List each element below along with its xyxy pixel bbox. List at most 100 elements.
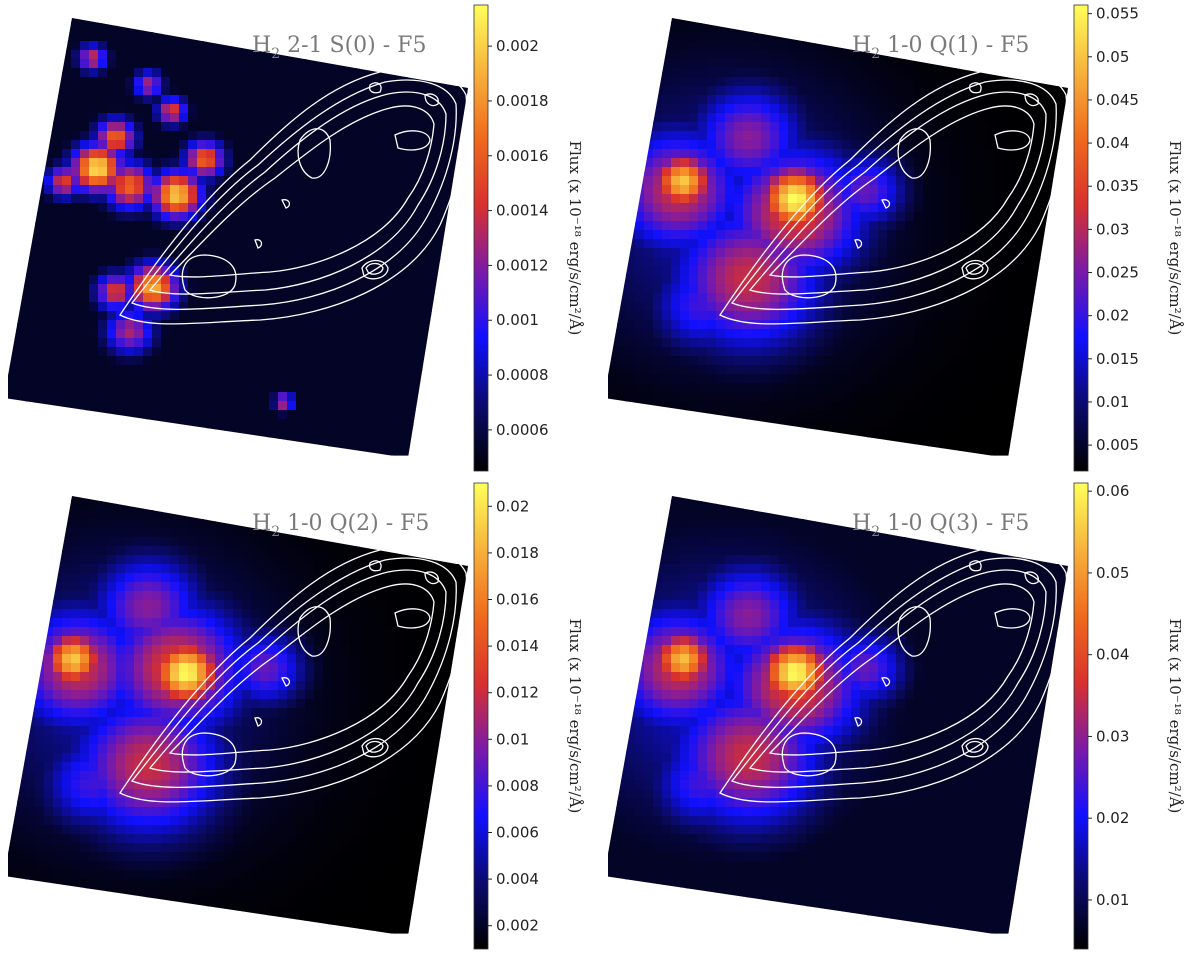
heatmap-cell [815, 248, 825, 258]
heatmap-cell [341, 77, 351, 87]
heatmap-cell [107, 338, 117, 348]
heatmap-cell [377, 374, 387, 384]
heatmap-cell [71, 266, 81, 276]
heatmap-cell [17, 221, 27, 231]
heatmap-cell [377, 131, 387, 141]
heatmap-cell [35, 284, 45, 294]
heatmap-cell [359, 59, 369, 69]
heatmap-cell [413, 437, 423, 447]
heatmap-cell [242, 437, 252, 447]
heatmap-cell [89, 194, 99, 204]
heatmap-cell [644, 32, 654, 42]
heatmap-cell [878, 23, 888, 33]
heatmap-cell [743, 185, 753, 195]
heatmap-cell [734, 230, 744, 240]
heatmap-cell [98, 347, 108, 357]
heatmap-cell [197, 230, 207, 240]
heatmap-cell [734, 239, 744, 249]
heatmap-cell [449, 86, 459, 96]
heatmap-cell [215, 374, 225, 384]
heatmap-cell [269, 95, 279, 105]
heatmap-cell [833, 32, 843, 42]
heatmap-cell [404, 275, 414, 285]
heatmap-cell [1004, 95, 1014, 105]
heatmap-cell [440, 275, 450, 285]
heatmap-cell [134, 203, 144, 213]
heatmap-cell [878, 338, 888, 348]
heatmap-cell [62, 77, 72, 87]
heatmap-cell [440, 329, 450, 339]
heatmap-cell [134, 374, 144, 384]
heatmap-cell [923, 338, 933, 348]
heatmap-cell [431, 437, 441, 447]
heatmap-cell [359, 149, 369, 159]
heatmap-cell [98, 32, 108, 42]
heatmap-cell [626, 122, 636, 132]
heatmap-cell [224, 68, 234, 78]
heatmap-cell [197, 140, 207, 150]
heatmap-cell [143, 293, 153, 303]
heatmap-cell [224, 401, 234, 411]
heatmap-cell [368, 383, 378, 393]
heatmap-cell [1040, 239, 1050, 249]
heatmap-cell [833, 320, 843, 330]
heatmap-cell [386, 419, 396, 429]
heatmap-cell [26, 437, 36, 447]
heatmap-cell [995, 185, 1005, 195]
heatmap-cell [671, 203, 681, 213]
heatmap-cell [743, 140, 753, 150]
heatmap-cell [116, 59, 126, 69]
heatmap-cell [341, 23, 351, 33]
heatmap-cell [689, 41, 699, 51]
heatmap-cell [152, 113, 162, 123]
heatmap-cell [1022, 356, 1032, 366]
heatmap-cell [305, 185, 315, 195]
heatmap-cell [977, 302, 987, 312]
heatmap-cell [932, 365, 942, 375]
heatmap-cell [26, 347, 36, 357]
heatmap-cell [26, 428, 36, 438]
heatmap-cell [734, 185, 744, 195]
heatmap-cell [653, 77, 663, 87]
heatmap-cell [806, 167, 816, 177]
heatmap-cell [986, 77, 996, 87]
heatmap-cell [689, 203, 699, 213]
heatmap-cell [761, 428, 771, 438]
heatmap-cell [743, 104, 753, 114]
heatmap-cell [314, 284, 324, 294]
heatmap-cell [689, 158, 699, 168]
heatmap-cell [179, 266, 189, 276]
heatmap-cell [116, 86, 126, 96]
heatmap-cell [197, 383, 207, 393]
heatmap-cell [134, 113, 144, 123]
heatmap-cell [287, 329, 297, 339]
heatmap-cell [89, 338, 99, 348]
heatmap-cell [959, 239, 969, 249]
heatmap-cell [959, 167, 969, 177]
heatmap-cell [887, 185, 897, 195]
heatmap-cell [80, 248, 90, 258]
heatmap-cell [197, 194, 207, 204]
heatmap-cell [680, 149, 690, 159]
heatmap-cell [53, 239, 63, 249]
heatmap-cell [386, 86, 396, 96]
heatmap-cell [296, 320, 306, 330]
heatmap-cell [608, 248, 618, 258]
heatmap-cell [923, 374, 933, 384]
heatmap-cell [779, 428, 789, 438]
heatmap-cell [71, 68, 81, 78]
heatmap-cell [458, 410, 468, 420]
heatmap-cell [950, 203, 960, 213]
heatmap-cell [53, 32, 63, 42]
heatmap-cell [197, 311, 207, 321]
heatmap-cell [242, 18, 252, 24]
heatmap-cell [950, 365, 960, 375]
heatmap-cell [923, 329, 933, 339]
heatmap-cell [860, 68, 870, 78]
heatmap-cell [923, 302, 933, 312]
heatmap-cell [368, 257, 378, 267]
heatmap-cell [323, 86, 333, 96]
heatmap-cell [278, 446, 288, 456]
heatmap-cell [860, 158, 870, 168]
heatmap-cell [1058, 356, 1068, 366]
